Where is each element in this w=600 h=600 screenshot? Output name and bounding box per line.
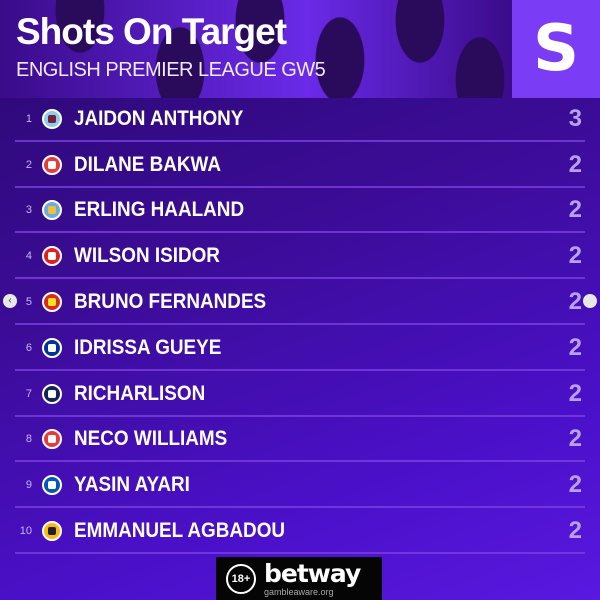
shots-value: 2	[568, 333, 582, 361]
club-badge-icon	[42, 246, 62, 267]
rank: 4	[25, 250, 32, 263]
age-restriction-icon: 18+	[226, 563, 256, 594]
shots-value: 2	[568, 379, 582, 407]
chevron-right-icon[interactable]	[583, 294, 597, 308]
table-row: 10 EMMANUEL AGBADOU 2	[0, 508, 600, 554]
player-name: ERLING HAALAND	[74, 198, 245, 222]
table-row: 4 WILSON ISIDOR 2	[0, 233, 600, 279]
rank: 8	[25, 433, 32, 446]
table-row: 3 ERLING HAALAND 2	[0, 188, 600, 234]
sponsor-text: betway gambleaware.org	[264, 559, 361, 597]
chevron-left-icon[interactable]: ‹	[3, 294, 17, 308]
table-row: 6 IDRISSA GUEYE 2	[0, 325, 600, 371]
shots-value: 3	[568, 104, 582, 132]
club-badge-icon	[42, 383, 62, 404]
shots-value: 2	[568, 150, 582, 178]
player-name: JAIDON ANTHONY	[74, 106, 244, 130]
table-row: 7 RICHARLISON 2	[0, 371, 600, 417]
rank: 3	[25, 204, 32, 217]
player-name: IDRISSA GUEYE	[74, 335, 222, 359]
rank: 6	[25, 341, 32, 354]
logo-letter: S	[532, 12, 580, 86]
header: Shots On Target ENGLISH PREMIER LEAGUE G…	[0, 0, 512, 98]
player-name: NECO WILLIAMS	[74, 427, 228, 451]
table-row: 2 DILANE BAKWA 2	[0, 142, 600, 188]
player-name: EMMANUEL AGBADOU	[74, 519, 286, 543]
rank: 1	[25, 112, 32, 125]
shots-value: 2	[568, 471, 582, 499]
player-name: BRUNO FERNANDES	[74, 290, 267, 314]
page-subtitle: ENGLISH PREMIER LEAGUE GW5	[16, 59, 326, 81]
rank: 9	[25, 479, 32, 492]
rank: 5	[25, 296, 32, 309]
club-badge-icon	[42, 475, 62, 496]
rank: 7	[25, 387, 32, 400]
shots-value: 2	[568, 288, 582, 316]
rank: 2	[25, 158, 32, 171]
sponsor-banner: 18+ betway gambleaware.org	[216, 557, 382, 600]
sponsor-tagline: gambleaware.org	[264, 587, 334, 597]
club-badge-icon	[42, 200, 62, 221]
club-badge-icon	[42, 337, 62, 358]
brand-logo: S	[512, 0, 600, 98]
shots-value: 2	[568, 425, 582, 453]
club-badge-icon	[42, 154, 62, 175]
player-name: WILSON ISIDOR	[74, 244, 220, 268]
table-row: 8 NECO WILLIAMS 2	[0, 417, 600, 463]
club-badge-icon	[42, 521, 62, 542]
table-row: 1 JAIDON ANTHONY 3	[0, 96, 600, 142]
shots-value: 2	[568, 196, 582, 224]
shots-value: 2	[568, 517, 582, 545]
club-badge-icon	[42, 429, 62, 450]
table-row: 5 BRUNO FERNANDES 2	[0, 279, 600, 325]
club-badge-icon	[42, 108, 62, 129]
table-row: 9 YASIN AYARI 2	[0, 462, 600, 508]
page-title: Shots On Target	[16, 11, 287, 52]
shots-value: 2	[568, 242, 582, 270]
player-name: YASIN AYARI	[74, 473, 190, 497]
player-name: RICHARLISON	[74, 381, 206, 405]
club-badge-icon	[42, 292, 62, 313]
player-name: DILANE BAKWA	[74, 152, 221, 176]
rank: 10	[19, 525, 32, 538]
sponsor-brand: betway	[264, 559, 361, 588]
